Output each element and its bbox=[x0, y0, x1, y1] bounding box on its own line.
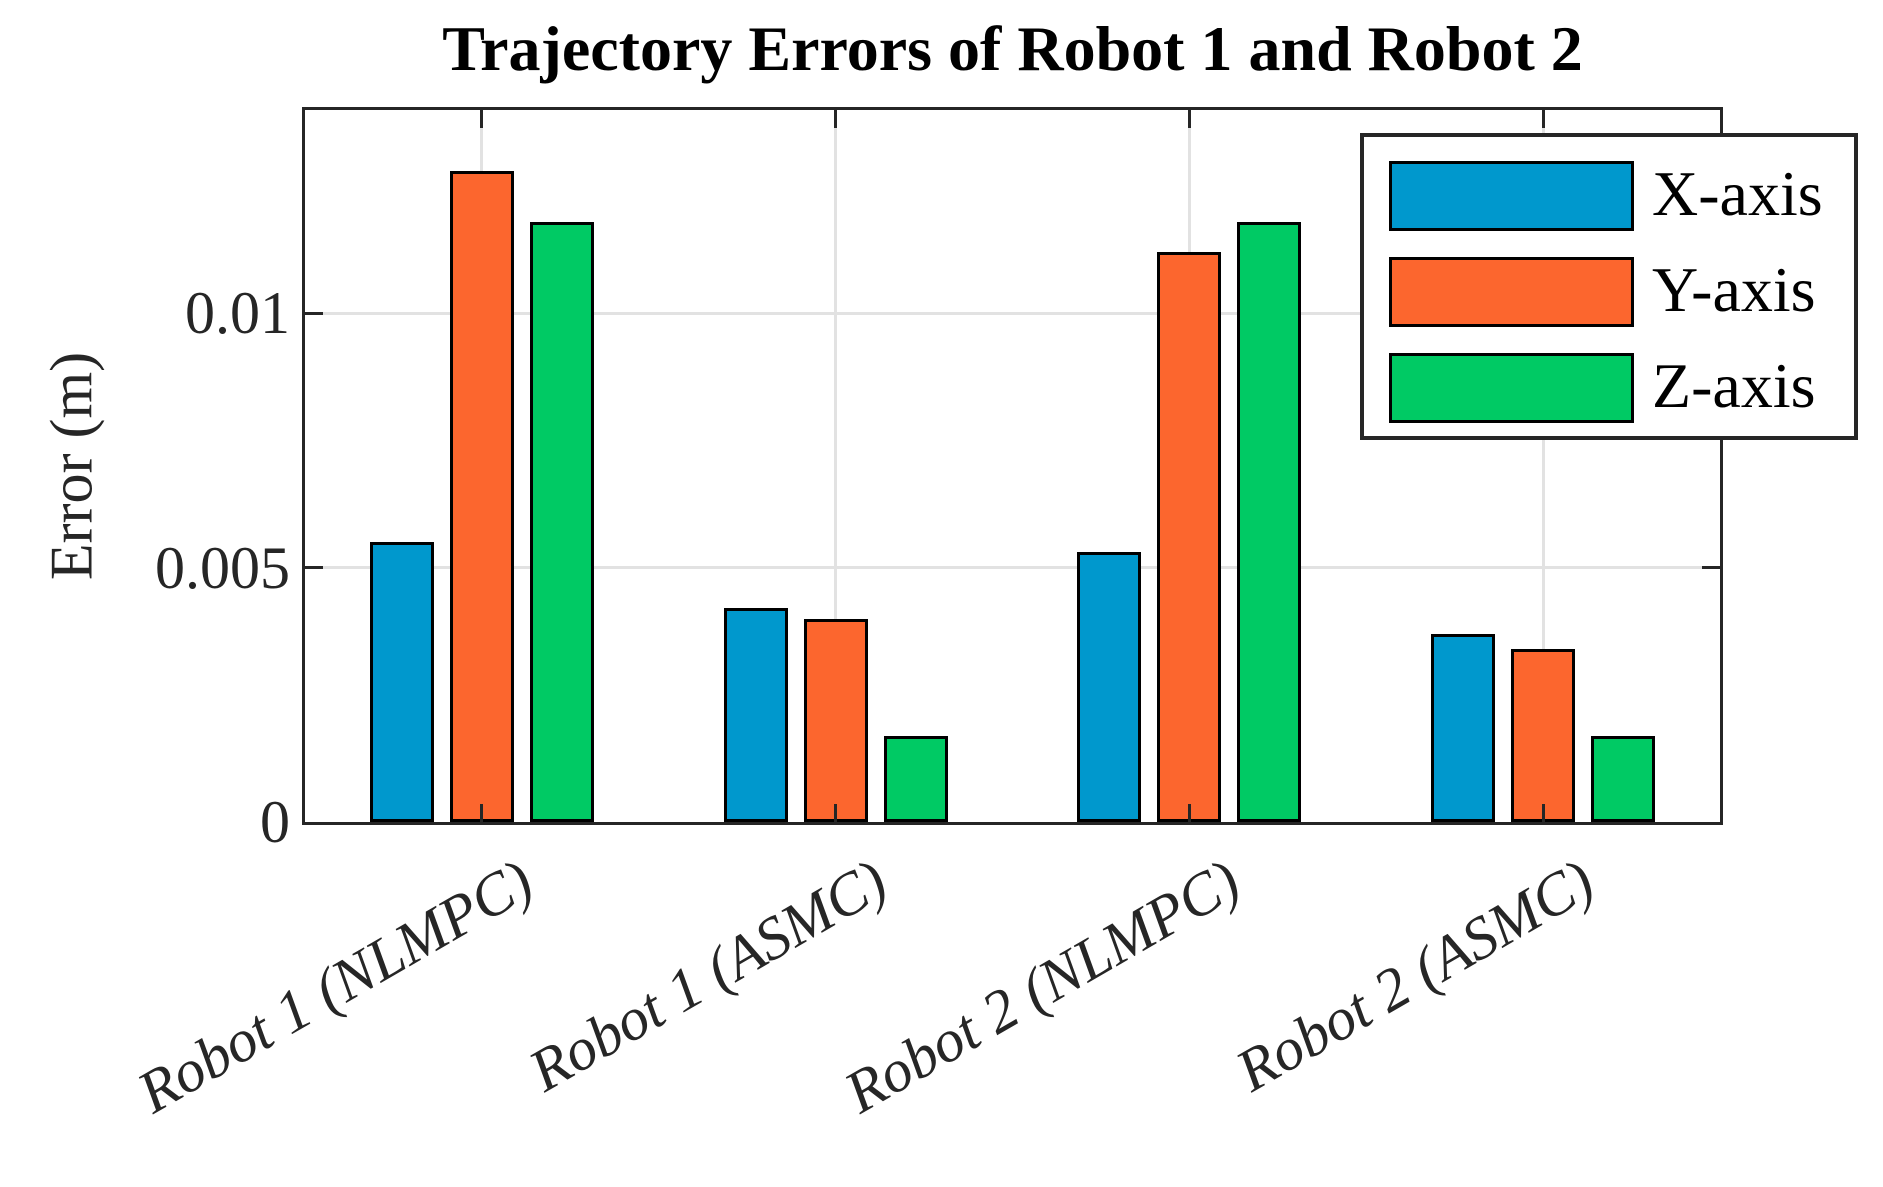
y-tick-label: 0 bbox=[260, 789, 290, 855]
legend-row: Z-axis bbox=[1364, 353, 1854, 423]
h-gridline bbox=[305, 566, 1720, 570]
legend: X-axis Y-axis Z-axis bbox=[1360, 133, 1858, 440]
bar-y-axis-0 bbox=[449, 171, 514, 822]
y-tick bbox=[305, 566, 323, 570]
bar-z-axis-1 bbox=[883, 735, 948, 822]
x-tick-top bbox=[1541, 110, 1545, 128]
bar-z-axis-0 bbox=[529, 221, 594, 822]
y-tick-label: 0.005 bbox=[155, 534, 290, 601]
y-tick-label: 0.01 bbox=[185, 280, 290, 347]
bar-y-axis-2 bbox=[1157, 252, 1222, 822]
bar-y-axis-1 bbox=[803, 618, 868, 822]
x-tick-top bbox=[480, 110, 484, 128]
x-tick bbox=[1541, 804, 1545, 822]
x-tick-top bbox=[834, 110, 838, 128]
legend-label: X-axis bbox=[1652, 158, 1823, 229]
h-gridline bbox=[305, 311, 1720, 315]
bar-y-axis-3 bbox=[1511, 649, 1576, 822]
bar-z-axis-3 bbox=[1591, 735, 1656, 822]
x-tick-top bbox=[1187, 110, 1191, 128]
x-tick-label: Robot 1 (NLMPC) bbox=[126, 846, 544, 1126]
x-tick bbox=[834, 804, 838, 822]
bar-x-axis-2 bbox=[1077, 552, 1142, 822]
legend-swatch-x-axis bbox=[1389, 161, 1634, 231]
v-gridline bbox=[834, 110, 838, 822]
v-gridline bbox=[1541, 110, 1545, 822]
y-tick-right bbox=[1702, 566, 1720, 570]
y-tick bbox=[305, 311, 323, 315]
bar-z-axis-2 bbox=[1237, 221, 1302, 822]
legend-row: X-axis bbox=[1364, 161, 1854, 231]
legend-label: Y-axis bbox=[1652, 254, 1816, 325]
bar-x-axis-3 bbox=[1431, 633, 1496, 822]
bar-x-axis-0 bbox=[369, 542, 434, 822]
legend-row: Y-axis bbox=[1364, 257, 1854, 327]
legend-label: Z-axis bbox=[1652, 350, 1816, 421]
legend-swatch-y-axis bbox=[1389, 257, 1634, 327]
x-tick bbox=[1187, 804, 1191, 822]
legend-swatch-z-axis bbox=[1389, 353, 1634, 423]
x-tick-label: Robot 2 (ASMC) bbox=[1225, 846, 1605, 1104]
bar-x-axis-1 bbox=[723, 608, 788, 822]
chart-title: Trajectory Errors of Robot 1 and Robot 2 bbox=[442, 13, 1583, 84]
x-tick-label: Robot 2 (NLMPC) bbox=[833, 846, 1251, 1126]
x-tick bbox=[480, 804, 484, 822]
